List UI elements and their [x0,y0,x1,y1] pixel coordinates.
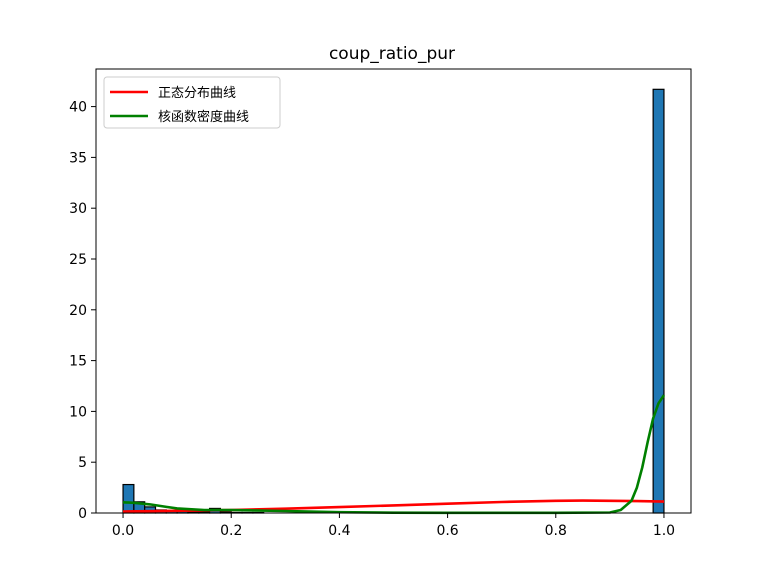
x-tick-label: 0.4 [328,523,350,539]
legend-label-kde: 核函数密度曲线 [158,109,249,125]
y-tick-label: 35 [69,150,87,166]
histogram-bar [122,483,135,514]
y-tick-label: 25 [69,252,87,268]
legend-label-normal: 正态分布曲线 [158,86,236,101]
axes: 0.0 0.2 0.4 0.6 0.8 1.0 0 5 10 15 20 25 30 35 40 [69,68,692,539]
histogram-bar [652,88,665,514]
chart-title: coup_ratio_pur [329,44,455,64]
x-tick-label: 1.0 [653,523,675,539]
y-tick-label: 0 [78,506,87,522]
axes-frame [95,68,692,514]
y-tick-label: 15 [69,354,87,370]
y-tick-label: 10 [69,404,87,420]
x-tick-label: 0.0 [112,523,134,539]
x-tick-label: 0.6 [436,523,458,539]
plot-area [122,88,666,515]
x-tick-label: 0.2 [220,523,242,539]
y-tick-label: 40 [69,100,87,116]
y-tick-label: 5 [78,455,87,471]
y-tick-label: 30 [69,201,87,217]
kde-curve-line [122,394,666,515]
y-tick-label: 20 [69,303,87,319]
x-tick-label: 0.8 [545,523,567,539]
